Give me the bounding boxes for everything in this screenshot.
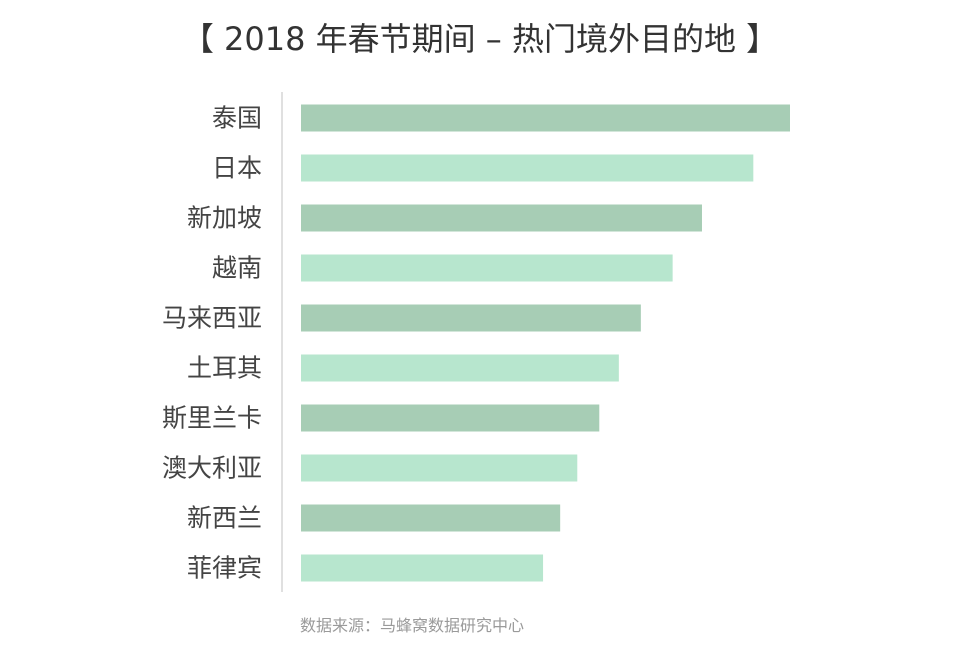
chart-title: 【 2018 年春节期间 – 热门境外目的地 】 xyxy=(181,20,779,58)
bars-layer xyxy=(301,104,790,582)
bar-1 xyxy=(301,104,790,132)
category-label-1: 泰国 xyxy=(212,104,262,133)
category-label-10: 菲律宾 xyxy=(187,554,262,583)
source-note: 数据来源：马蜂窝数据研究中心 xyxy=(300,616,525,635)
bar-4 xyxy=(301,254,673,282)
bar-8 xyxy=(301,454,578,482)
bar-3 xyxy=(301,204,702,232)
category-label-5: 马来西亚 xyxy=(162,304,262,333)
category-label-2: 日本 xyxy=(212,154,262,183)
category-label-8: 澳大利亚 xyxy=(162,454,262,483)
category-label-3: 新加坡 xyxy=(187,204,262,233)
bar-10 xyxy=(301,554,544,582)
category-label-7: 斯里兰卡 xyxy=(162,404,262,433)
bar-6 xyxy=(301,354,619,382)
category-label-6: 土耳其 xyxy=(187,354,262,383)
bar-9 xyxy=(301,504,561,532)
bar-7 xyxy=(301,404,600,432)
bar-2 xyxy=(301,154,754,182)
category-label-4: 越南 xyxy=(212,254,262,283)
category-label-9: 新西兰 xyxy=(187,504,262,533)
bar-5 xyxy=(301,304,641,332)
